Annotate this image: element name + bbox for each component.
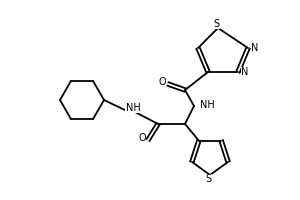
Text: N: N (251, 43, 259, 53)
Text: S: S (205, 174, 211, 184)
Text: O: O (138, 133, 146, 143)
Text: N: N (241, 67, 249, 77)
Text: O: O (158, 77, 166, 87)
Text: NH: NH (126, 103, 140, 113)
Text: S: S (213, 19, 219, 29)
Text: NH: NH (200, 100, 215, 110)
